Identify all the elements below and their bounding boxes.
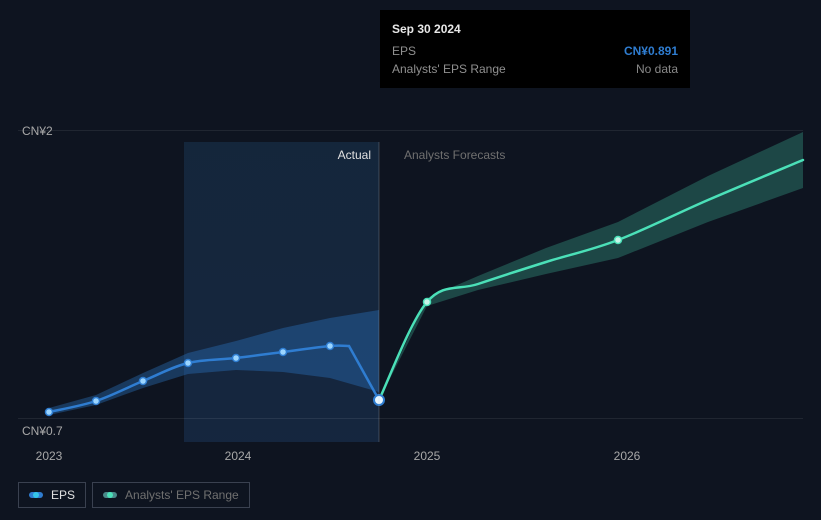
eps-chart: Actual Analysts Forecasts CN¥2CN¥0.7 202… [18, 0, 803, 442]
legend-swatch [103, 492, 117, 498]
x-axis-label: 2025 [414, 449, 441, 463]
y-axis-label: CN¥0.7 [22, 424, 63, 438]
tooltip-value: CN¥0.891 [624, 42, 678, 60]
tooltip-row: Analysts' EPS Range No data [392, 60, 678, 78]
legend-swatch [29, 492, 43, 498]
x-axis-label: 2023 [36, 449, 63, 463]
tooltip-date: Sep 30 2024 [392, 20, 678, 38]
tooltip-label: EPS [392, 42, 416, 60]
chart-tooltip: Sep 30 2024 EPSCN¥0.891Analysts' EPS Ran… [380, 10, 690, 88]
x-axis-label: 2024 [225, 449, 252, 463]
tooltip-value: No data [636, 60, 678, 78]
y-axis-label: CN¥2 [22, 124, 53, 138]
legend-label: EPS [51, 488, 75, 502]
legend-label: Analysts' EPS Range [125, 488, 239, 502]
legend-dot [33, 492, 39, 498]
legend-item[interactable]: EPS [18, 482, 86, 508]
legend-item[interactable]: Analysts' EPS Range [92, 482, 250, 508]
legend-dot [107, 492, 113, 498]
chart-legend: EPS Analysts' EPS Range [18, 482, 250, 508]
x-axis-label: 2026 [614, 449, 641, 463]
tooltip-label: Analysts' EPS Range [392, 60, 506, 78]
tooltip-row: EPS CN¥0.891 [392, 42, 678, 60]
